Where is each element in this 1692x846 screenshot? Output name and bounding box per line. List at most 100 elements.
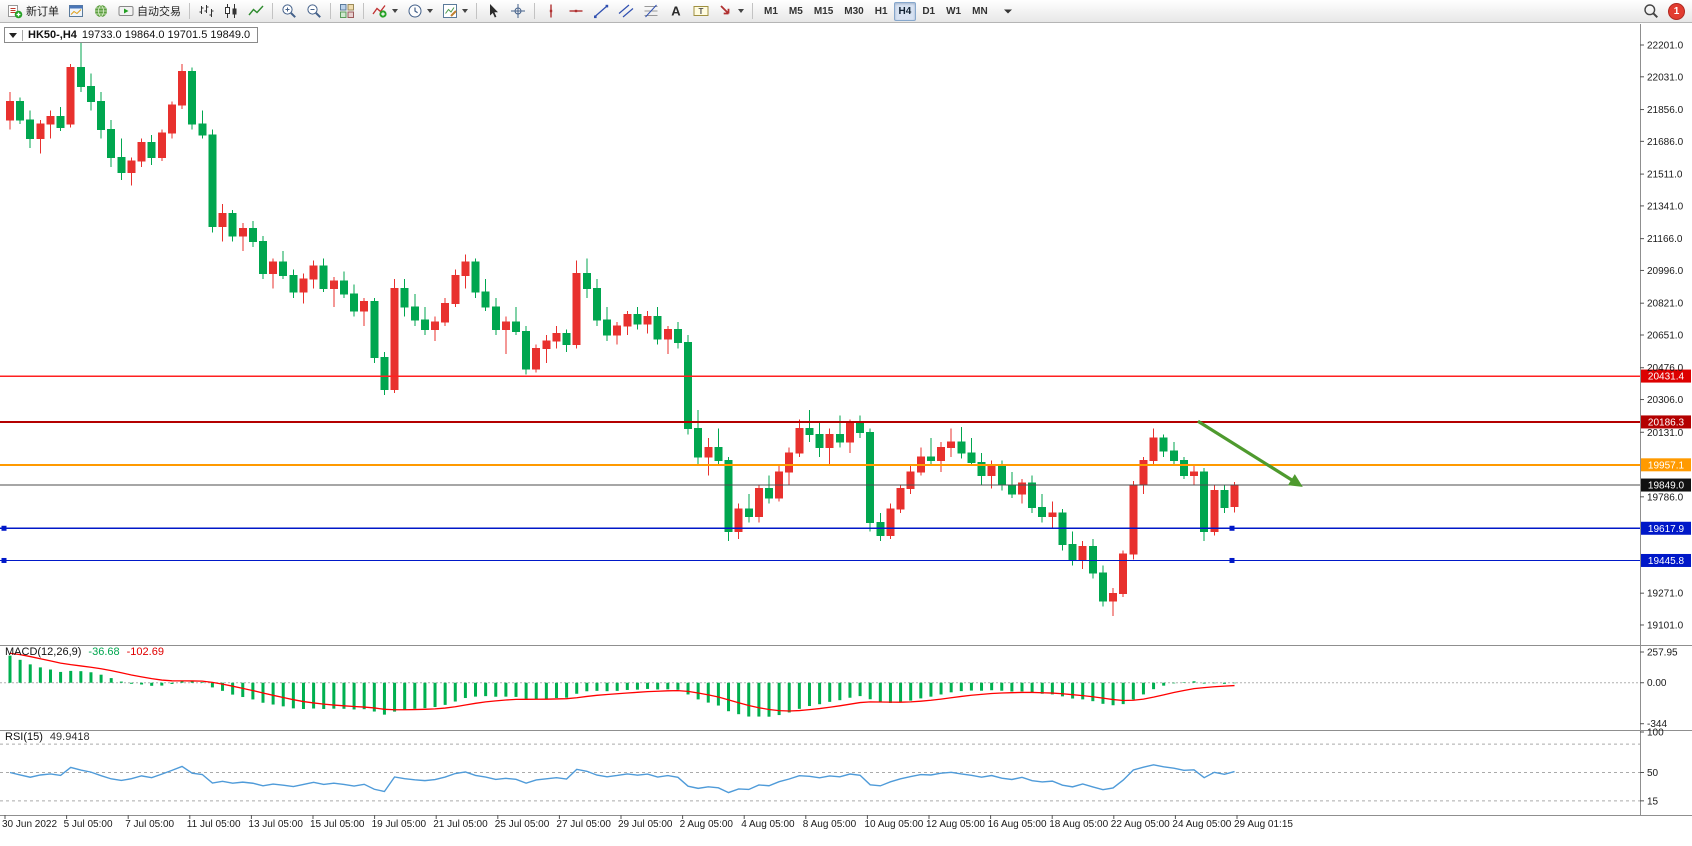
svg-text:10 Aug 05:00: 10 Aug 05:00 <box>864 819 923 830</box>
svg-text:13 Jul 05:00: 13 Jul 05:00 <box>248 819 303 830</box>
auto-trading-button[interactable]: 自动交易 <box>114 1 185 22</box>
svg-text:11 Jul 05:00: 11 Jul 05:00 <box>187 819 241 830</box>
horizontal-line-button[interactable] <box>564 1 588 22</box>
timeframe-w1-button[interactable]: W1 <box>946 5 962 17</box>
level-line-19957.1[interactable]: 19957.1 <box>0 458 1691 472</box>
trendline-button[interactable] <box>589 1 613 22</box>
indicators-button[interactable] <box>368 1 402 22</box>
timeframe-h1-button[interactable]: H1 <box>874 5 888 17</box>
fibonacci-button[interactable] <box>639 1 663 22</box>
price-axis-labels: 22201.0 22031.0 21856.0 21686.0 21511.0 21341… <box>1640 41 1684 631</box>
svg-text:20131.0: 20131.0 <box>1647 428 1684 439</box>
toolbar-separator <box>330 3 331 19</box>
charts-window-button[interactable] <box>64 1 88 22</box>
templates-button[interactable] <box>438 1 472 22</box>
toolbar-separator <box>752 3 753 19</box>
level-line-19617.9[interactable]: 19617.9 <box>0 521 1691 535</box>
svg-text:21 Jul 05:00: 21 Jul 05:00 <box>433 819 488 830</box>
cursor-icon <box>490 4 498 18</box>
candles-chart-button[interactable] <box>219 1 243 22</box>
tile-windows-button[interactable] <box>335 1 359 22</box>
line-chart-button[interactable] <box>244 1 268 22</box>
rsi-indicator-label: RSI(15) 49.9418 <box>5 731 90 743</box>
level-line-20186.3[interactable]: 20186.3 <box>0 415 1691 429</box>
rsi-axis-label: 15 <box>1647 796 1659 807</box>
time-axis[interactable] <box>0 816 1640 840</box>
new-order-button[interactable]: 新订单 <box>3 1 63 22</box>
macd-signal-value: -102.69 <box>126 646 164 658</box>
channel-icon <box>618 4 634 18</box>
svg-text:21856.0: 21856.0 <box>1647 105 1684 116</box>
bars-icon <box>199 5 214 17</box>
notifications-badge[interactable]: 1 <box>1668 2 1685 20</box>
collapse-arrow-icon[interactable] <box>9 32 17 38</box>
arrows-button[interactable] <box>714 1 748 22</box>
timeframe-m1-button[interactable]: M1 <box>764 5 778 17</box>
svg-text:19957.1: 19957.1 <box>1648 460 1685 471</box>
timeframe-m30-button[interactable]: M30 <box>844 5 864 17</box>
text-label-button[interactable]: T <box>689 1 713 22</box>
crosshair-button[interactable] <box>506 1 530 22</box>
svg-text:2 Aug 05:00: 2 Aug 05:00 <box>680 819 734 830</box>
bars-chart-button[interactable] <box>194 1 218 22</box>
timeframe-d1-button[interactable]: D1 <box>922 5 936 17</box>
rsi-name: RSI(15) <box>5 731 43 743</box>
auto-trading-icon <box>118 6 134 16</box>
svg-text:30 Jun 2022: 30 Jun 2022 <box>2 819 57 830</box>
svg-text:8 Aug 05:00: 8 Aug 05:00 <box>803 819 857 830</box>
svg-text:22201.0: 22201.0 <box>1647 41 1684 52</box>
arrows-icon <box>720 5 730 15</box>
hline-icon <box>569 9 583 13</box>
timeframe-mn-button[interactable]: MN <box>972 5 988 17</box>
crosshair-icon <box>511 4 525 18</box>
svg-text:20821.0: 20821.0 <box>1647 299 1684 310</box>
community-button[interactable] <box>89 1 113 22</box>
svg-text:19445.8: 19445.8 <box>1648 556 1685 567</box>
dropdown-caret-icon <box>392 9 398 13</box>
svg-text:19786.0: 19786.0 <box>1647 492 1684 503</box>
svg-text:22 Aug 05:00: 22 Aug 05:00 <box>1111 819 1170 830</box>
svg-text:29 Jul 05:00: 29 Jul 05:00 <box>618 819 673 830</box>
candles-icon <box>225 4 237 18</box>
time-axis-labels: 30 Jun 2022 5 Jul 05:00 7 Jul 05:00 11 Jul … <box>2 815 1293 830</box>
timeframe-m15-button[interactable]: M15 <box>813 5 834 17</box>
current-price-line-19849.0[interactable]: 19849.0 <box>0 478 1691 492</box>
rsi-value: 49.9418 <box>49 731 90 743</box>
svg-text:A: A <box>671 4 681 19</box>
zoom-out-button[interactable] <box>302 1 326 22</box>
zoom-in-button[interactable] <box>277 1 301 22</box>
dropdown-caret-icon <box>427 9 433 13</box>
svg-text:5 Jul 05:00: 5 Jul 05:00 <box>64 819 113 830</box>
svg-text:16 Aug 05:00: 16 Aug 05:00 <box>988 819 1047 830</box>
svg-text:20651.0: 20651.0 <box>1647 330 1684 341</box>
timeframe-h4-button[interactable]: H4 <box>893 1 917 21</box>
caret-icon <box>1003 9 1012 14</box>
community-icon <box>95 4 107 18</box>
vertical-line-button[interactable] <box>539 1 563 22</box>
search-button[interactable] <box>1639 1 1663 22</box>
svg-text:19 Jul 05:00: 19 Jul 05:00 <box>372 819 427 830</box>
cursor-button[interactable] <box>481 1 505 22</box>
chart-symbol-label: HK50-,H4 19733.0 19864.0 19701.5 19849.0 <box>4 27 259 43</box>
text-button[interactable]: A <box>664 1 688 22</box>
svg-text:12 Aug 05:00: 12 Aug 05:00 <box>926 819 985 830</box>
svg-text:25 Jul 05:00: 25 Jul 05:00 <box>495 819 550 830</box>
svg-text:19617.9: 19617.9 <box>1648 524 1685 535</box>
equidistant-channel-button[interactable] <box>614 1 638 22</box>
vline-icon <box>549 4 553 18</box>
svg-text:4 Aug 05:00: 4 Aug 05:00 <box>741 819 795 830</box>
periods-button[interactable] <box>403 1 437 22</box>
text-icon: A <box>671 4 681 19</box>
toolbar-overflow-button[interactable] <box>996 1 1020 22</box>
price-axis[interactable] <box>1640 24 1692 815</box>
trend-arrow-annotation[interactable] <box>1197 419 1303 487</box>
macd-signal-line <box>9 652 1235 712</box>
macd-value: -36.68 <box>88 646 120 658</box>
svg-text:19849.0: 19849.0 <box>1648 481 1685 492</box>
toolbar-separator <box>272 3 273 19</box>
level-line-19445.8[interactable]: 19445.8 <box>0 553 1691 567</box>
trend-icon <box>594 4 609 19</box>
level-line-20431.4[interactable]: 20431.4 <box>0 369 1691 383</box>
timeframe-m5-button[interactable]: M5 <box>788 5 803 17</box>
